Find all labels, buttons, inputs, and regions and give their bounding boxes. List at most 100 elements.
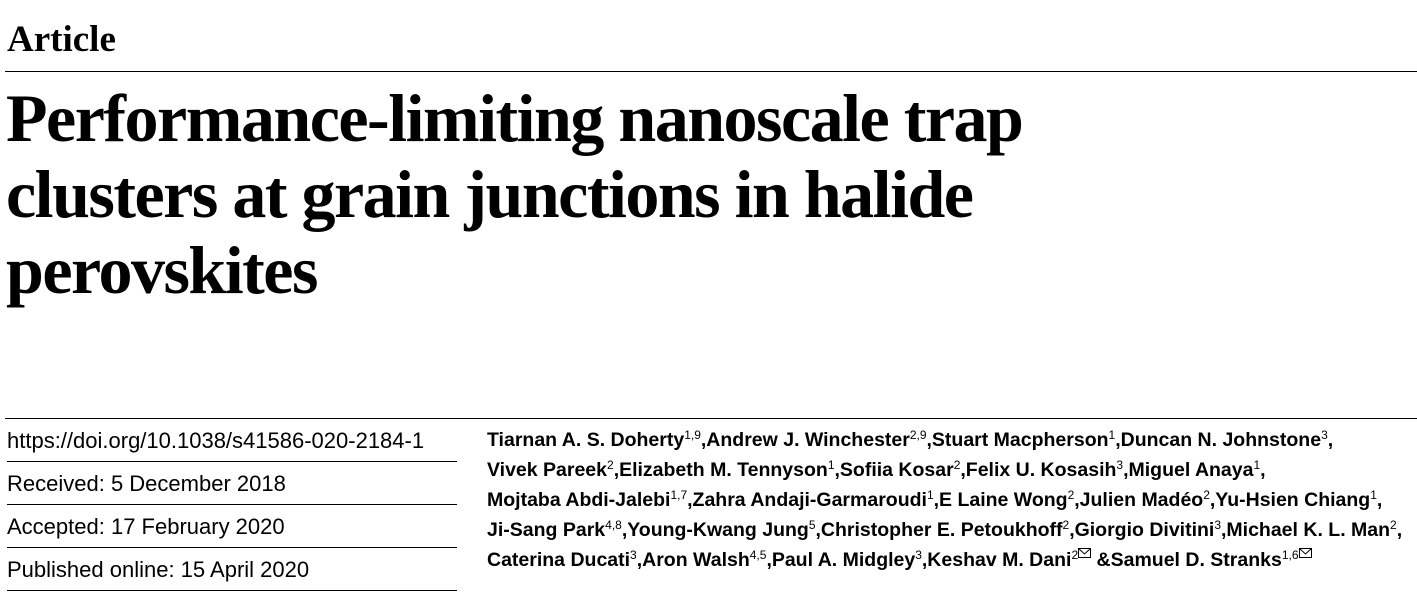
- author-name: Michael K. L. Man: [1226, 519, 1391, 541]
- author: Stuart Macpherson1,: [932, 429, 1121, 451]
- authors: Tiarnan A. S. Doherty1,9, Andrew J. Winc…: [487, 425, 1417, 575]
- author-name: E Laine Wong: [939, 489, 1068, 511]
- affiliation: 2,9: [909, 428, 927, 442]
- affiliation: 1,9: [684, 428, 701, 442]
- author: Julien Madéo2,: [1080, 489, 1216, 511]
- affiliation: 3: [1214, 518, 1222, 532]
- affiliation: 1: [926, 488, 934, 502]
- affiliation: 5: [808, 518, 816, 532]
- author: Vivek Pareek2,: [487, 459, 619, 481]
- title-line: clusters at grain junctions in halide: [6, 156, 974, 232]
- affiliation: 1: [1108, 428, 1116, 442]
- author-name: Elizabeth M. Tennyson: [619, 459, 828, 481]
- affiliation: 1: [1253, 458, 1261, 472]
- author: Caterina Ducati3,: [487, 549, 642, 571]
- separator: ,: [926, 429, 938, 451]
- separator: ,: [815, 519, 827, 541]
- author-name: Andrew J. Winchester: [706, 429, 910, 451]
- metadata-item: Accepted: 17 February 2020: [7, 505, 457, 548]
- affiliation: 4,8: [605, 518, 622, 532]
- separator: ,: [1221, 519, 1232, 541]
- author-name: Samuel D. Stranks: [1110, 549, 1282, 571]
- separator: ,: [636, 549, 648, 571]
- metadata-item: Received: 5 December 2018: [7, 462, 457, 505]
- author: Giorgio Divitini3,: [1075, 519, 1227, 541]
- author-name: Christopher E. Petoukhoff: [820, 519, 1063, 541]
- separator: ,: [766, 549, 778, 571]
- metadata-item: https://doi.org/10.1038/s41586-020-2184-…: [7, 419, 457, 462]
- separator: ,: [700, 429, 712, 451]
- author: Michael K. L. Man2,: [1226, 518, 1402, 541]
- affiliation: 2: [607, 458, 614, 472]
- separator: ,: [1209, 489, 1221, 511]
- affiliation: 2: [1390, 518, 1397, 532]
- author-name: Mojtaba Abdi-Jalebi: [487, 489, 671, 511]
- author-name: Julien Madéo: [1079, 489, 1204, 511]
- section-label: Article: [7, 19, 116, 60]
- author: Tiarnan A. S. Doherty1,9,: [487, 429, 706, 451]
- separator: ,: [1074, 489, 1086, 511]
- title-line: perovskites: [6, 232, 318, 308]
- affiliation: 1: [1370, 488, 1377, 502]
- separator: ,: [621, 519, 633, 541]
- separator: ,: [613, 459, 625, 481]
- author-name: Ji-Sang Park: [487, 519, 606, 541]
- author-name: Vivek Pareek: [487, 459, 607, 481]
- affiliation: 2: [1203, 488, 1210, 502]
- author: Mojtaba Abdi-Jalebi1,7,: [487, 489, 693, 511]
- rule: [5, 418, 1417, 419]
- author: Elizabeth M. Tennyson1,: [619, 459, 840, 481]
- separator: ,: [921, 549, 933, 571]
- separator: ,: [1376, 489, 1383, 511]
- author-name: Felix U. Kosasih: [965, 459, 1117, 481]
- separator: ,: [1069, 519, 1081, 541]
- separator: ,: [687, 489, 698, 511]
- author: Aron Walsh4,5,: [642, 549, 772, 571]
- author-name: Sofiia Kosar: [839, 459, 954, 481]
- author-name: Duncan N. Johnstone: [1120, 429, 1322, 451]
- author: Keshav M. Dani2 &: [927, 548, 1111, 571]
- separator: &: [1091, 549, 1117, 571]
- author: Sofiia Kosar2,: [840, 459, 966, 481]
- separator: ,: [1260, 459, 1266, 481]
- author: Zahra Andaji-Garmaroudi1,: [692, 488, 940, 511]
- separator: ,: [1327, 429, 1334, 451]
- author-name: Paul A. Midgley: [771, 549, 916, 571]
- metadata: https://doi.org/10.1038/s41586-020-2184-…: [7, 419, 457, 591]
- affiliation: 2: [1071, 548, 1079, 562]
- author: Christopher E. Petoukhoff2,: [821, 519, 1075, 541]
- author-name: Tiarnan A. S. Doherty: [487, 429, 685, 451]
- affiliation: 2: [1067, 488, 1075, 502]
- author: Felix U. Kosasih3,: [966, 459, 1129, 481]
- author: Ji-Sang Park4,8,: [487, 519, 627, 541]
- separator: ,: [1123, 459, 1134, 481]
- author-name: Giorgio Divitini: [1074, 519, 1215, 541]
- metadata-item: Published online: 15 April 2020: [7, 548, 457, 591]
- affiliation: 2: [1062, 518, 1070, 532]
- title: Performance-limiting nanoscale trap clust…: [6, 80, 1024, 308]
- separator: ,: [1396, 519, 1403, 541]
- separator: ,: [834, 459, 846, 481]
- separator: ,: [960, 459, 972, 481]
- affiliation: 3: [915, 548, 922, 562]
- author: Andrew J. Winchester2,9,: [706, 429, 932, 451]
- separator: ,: [933, 489, 945, 511]
- mail-icon: [1298, 548, 1312, 558]
- author-name: Yu-Hsien Chiang: [1215, 489, 1371, 511]
- affiliation: 1: [827, 458, 835, 472]
- author: Yu-Hsien Chiang1,: [1215, 488, 1382, 511]
- affiliation: 3: [1321, 428, 1328, 442]
- author: Young-Kwang Jung5,: [627, 519, 821, 541]
- affiliation: 2: [953, 458, 961, 472]
- rule: [5, 71, 1417, 72]
- author-name: Keshav M. Dani: [927, 549, 1072, 571]
- title-line: Performance-limiting nanoscale trap: [6, 80, 1024, 156]
- author-name: Caterina Ducati: [487, 549, 631, 571]
- author: Paul A. Midgley3,: [771, 548, 928, 571]
- author-name: Miguel Anaya: [1128, 459, 1254, 481]
- author-name: Aron Walsh: [642, 549, 750, 571]
- author-name: Zahra Andaji-Garmaroudi: [692, 489, 927, 511]
- author: Miguel Anaya1,: [1128, 458, 1266, 481]
- separator: ,: [1115, 429, 1127, 451]
